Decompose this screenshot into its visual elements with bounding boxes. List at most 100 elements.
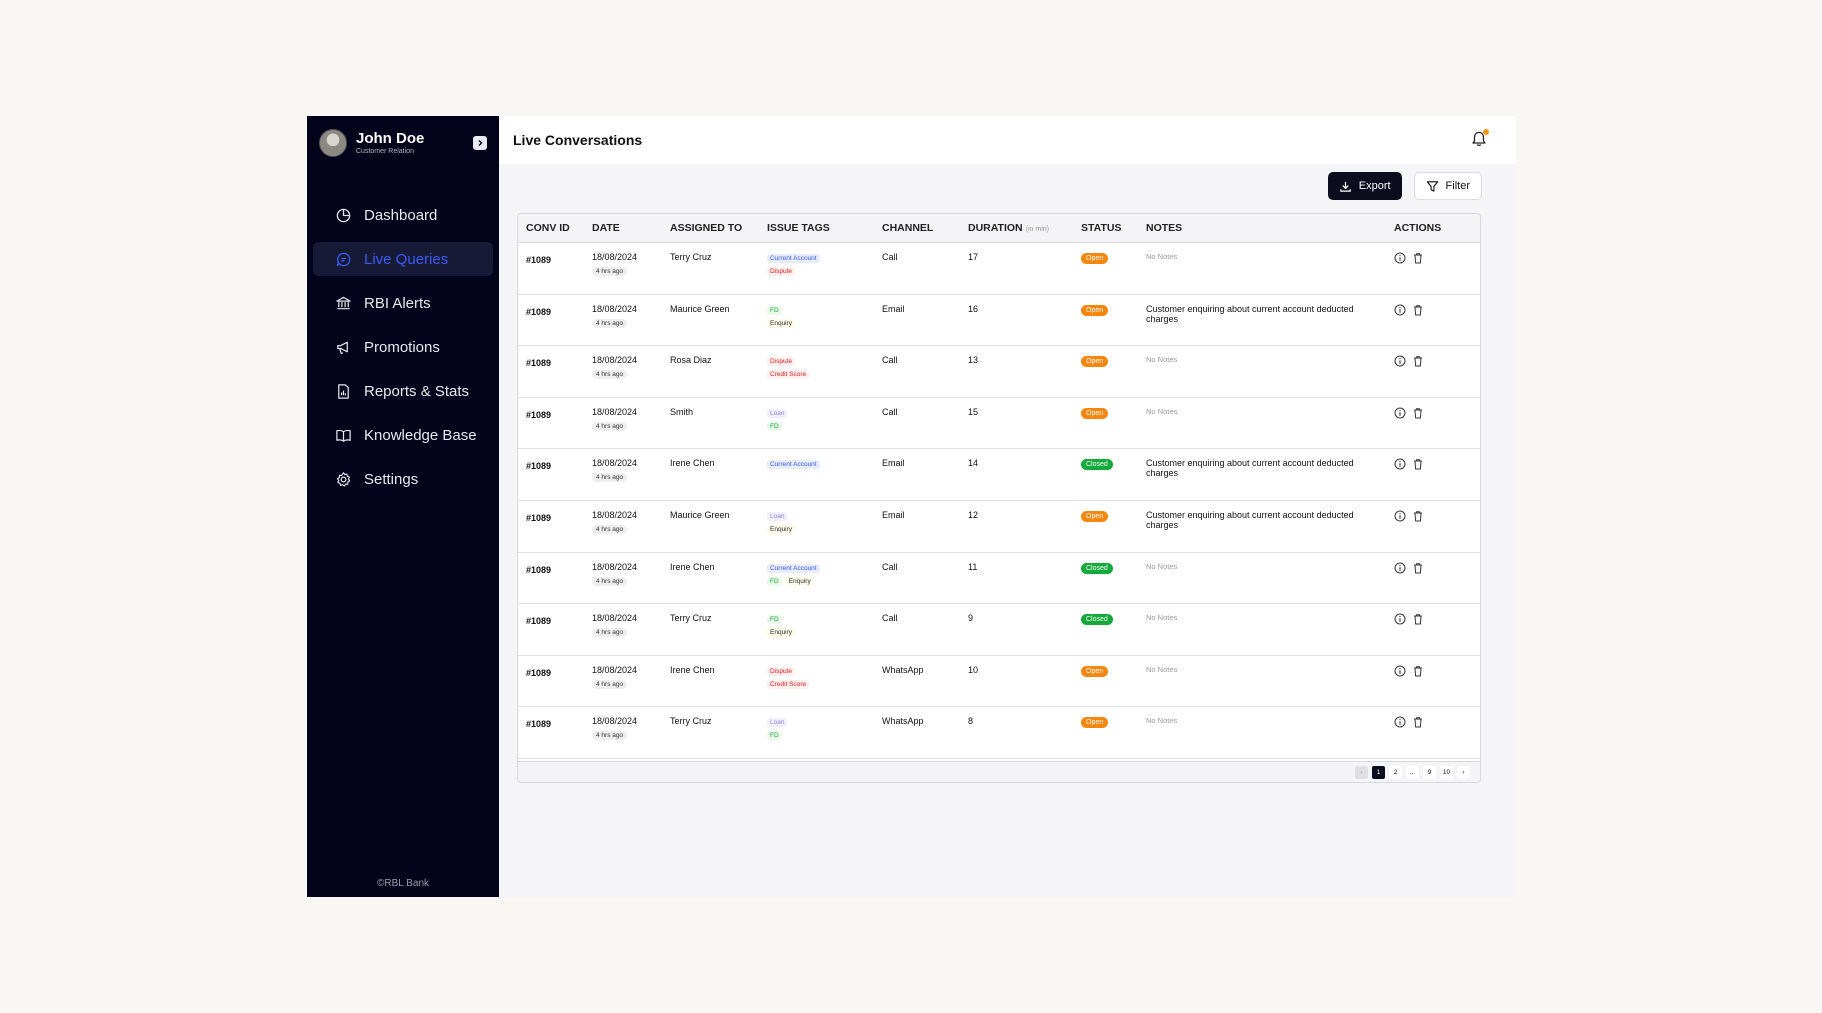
table-row[interactable]: #1089 18/08/2024 4 hrs ago Smith Loan FD Call 1…: [518, 398, 1480, 450]
time-ago-badge: 4 hrs ago: [592, 628, 628, 638]
filter-button[interactable]: Filter: [1413, 172, 1482, 200]
pagination-page-button[interactable]: 2: [1389, 765, 1402, 779]
issue-tag: FD: [767, 731, 782, 741]
gear-icon: [336, 471, 351, 487]
export-button[interactable]: Export: [1327, 172, 1402, 200]
delete-icon[interactable]: [1412, 304, 1424, 316]
table-row[interactable]: #1089 18/08/2024 4 hrs ago Maurice Green FD E…: [518, 295, 1480, 347]
sidebar-item-rbi-alerts[interactable]: RBI Alerts: [313, 286, 493, 320]
info-icon[interactable]: [1394, 613, 1406, 625]
sidebar-item-reports-stats[interactable]: Reports & Stats: [313, 374, 493, 408]
delete-icon[interactable]: [1412, 510, 1424, 522]
info-icon[interactable]: [1394, 407, 1406, 419]
date: 18/08/2024: [592, 561, 638, 572]
delete-icon[interactable]: [1412, 458, 1424, 470]
pagination-page-button[interactable]: ...: [1406, 765, 1419, 779]
table-row[interactable]: #1089 18/08/2024 4 hrs ago Terry Cruz Loan FD…: [518, 707, 1480, 759]
sidebar-item-label: Dashboard: [364, 206, 438, 224]
pagination-page-button[interactable]: 10: [1440, 765, 1453, 779]
sidebar-item-promotions[interactable]: Promotions: [313, 330, 493, 364]
issue-tag: Loan: [767, 511, 788, 521]
delete-icon[interactable]: [1412, 407, 1424, 419]
sidebar-item-label: Settings: [364, 470, 419, 488]
pagination: ‹ 1 2... 9 10 ›: [518, 761, 1480, 782]
table-row[interactable]: #1089 18/08/2024 4 hrs ago Terry Cruz FD Enqu…: [518, 604, 1480, 656]
date: 18/08/2024: [592, 355, 638, 366]
delete-icon[interactable]: [1412, 665, 1424, 677]
app-window: John Doe Customer Relation Dashboard Live…: [307, 116, 1516, 897]
user-profile: John Doe Customer Relation: [319, 128, 487, 158]
notes: Customer enquiring about current account…: [1146, 458, 1354, 479]
table-row[interactable]: #1089 18/08/2024 4 hrs ago Maurice Green Loa…: [518, 501, 1480, 553]
notes: No Notes: [1146, 406, 1178, 416]
date-cell: 18/08/2024 4 hrs ago: [584, 510, 662, 552]
issue-tag: Enquiry: [767, 628, 796, 638]
download-icon: [1340, 181, 1351, 192]
status-badge: Open: [1081, 253, 1109, 264]
col-duration: DURATION (in min): [960, 222, 1073, 234]
profile-text: John Doe Customer Relation: [356, 130, 473, 156]
delete-icon[interactable]: [1412, 355, 1424, 367]
info-icon[interactable]: [1394, 562, 1406, 574]
info-icon[interactable]: [1394, 510, 1406, 522]
info-icon[interactable]: [1394, 252, 1406, 264]
notification-bell-icon[interactable]: [1470, 130, 1488, 148]
col-actions: ACTIONS: [1394, 222, 1442, 234]
assigned-to: Irene Chen: [670, 664, 715, 675]
notes-cell: Customer enquiring about current account…: [1138, 304, 1386, 346]
sidebar-item-settings[interactable]: Settings: [313, 462, 493, 496]
col-date: DATE: [592, 222, 620, 234]
status-cell: Closed: [1073, 562, 1138, 604]
status-cell: Closed: [1073, 613, 1138, 655]
table-row[interactable]: #1089 18/08/2024 4 hrs ago Irene Chen Disput…: [518, 656, 1480, 708]
sidebar-item-knowledge-base[interactable]: Knowledge Base: [313, 418, 493, 452]
row-actions: [1386, 716, 1476, 758]
topbar: Live Conversations: [499, 116, 1516, 164]
delete-icon[interactable]: [1412, 716, 1424, 728]
date: 18/08/2024: [592, 303, 638, 314]
pagination-page-button[interactable]: 1: [1372, 765, 1385, 779]
channel: WhatsApp: [882, 716, 924, 727]
pagination-page-button[interactable]: 9: [1423, 765, 1436, 779]
assigned-to: Rosa Diaz: [670, 355, 712, 366]
channel: Call: [882, 561, 898, 572]
info-icon[interactable]: [1394, 716, 1406, 728]
issue-tag: Enquiry: [785, 576, 814, 586]
col-duration-label: DURATION: [968, 222, 1023, 234]
conv-id: #1089: [526, 564, 552, 575]
conv-id: #1089: [526, 461, 552, 472]
delete-icon[interactable]: [1412, 613, 1424, 625]
info-icon[interactable]: [1394, 665, 1406, 677]
table-row[interactable]: #1089 18/08/2024 4 hrs ago Rosa Diaz Dispute…: [518, 346, 1480, 398]
table-row[interactable]: #1089 18/08/2024 4 hrs ago Irene Chen Curren…: [518, 553, 1480, 605]
conv-id: #1089: [526, 306, 552, 317]
notes: No Notes: [1146, 252, 1178, 261]
table-row[interactable]: #1089 18/08/2024 4 hrs ago Irene Chen Curren…: [518, 449, 1480, 501]
info-icon[interactable]: [1394, 304, 1406, 316]
info-icon[interactable]: [1394, 458, 1406, 470]
filter-icon: [1426, 180, 1438, 192]
conv-id: #1089: [526, 255, 552, 265]
sidebar-collapse-button[interactable]: [473, 136, 487, 150]
delete-icon[interactable]: [1412, 252, 1424, 264]
pagination-next-button[interactable]: ›: [1457, 765, 1470, 779]
status-cell: Open: [1073, 304, 1138, 346]
info-icon[interactable]: [1394, 355, 1406, 367]
col-channel: CHANNEL: [882, 222, 934, 234]
issue-tags: Current Account: [759, 458, 874, 500]
sidebar-item-live-queries[interactable]: Live Queries: [313, 242, 493, 276]
channel: Email: [882, 303, 905, 314]
table-row[interactable]: #1089 18/08/2024 4 hrs ago Terry Cruz Curren…: [518, 243, 1480, 295]
issue-tag: FD: [767, 421, 782, 431]
sidebar-item-dashboard[interactable]: Dashboard: [313, 198, 493, 232]
pagination-prev-button[interactable]: ‹: [1355, 765, 1368, 779]
time-ago-badge: 4 hrs ago: [592, 576, 628, 586]
col-status: STATUS: [1081, 222, 1122, 234]
conv-id: #1089: [526, 667, 552, 678]
channel: Call: [882, 252, 898, 262]
chevron-right-icon: [478, 140, 483, 146]
issue-tag: Dispute: [767, 267, 796, 276]
sidebar-item-label: RBI Alerts: [364, 294, 431, 312]
delete-icon[interactable]: [1412, 562, 1424, 574]
col-duration-unit: (in min): [1025, 226, 1049, 233]
